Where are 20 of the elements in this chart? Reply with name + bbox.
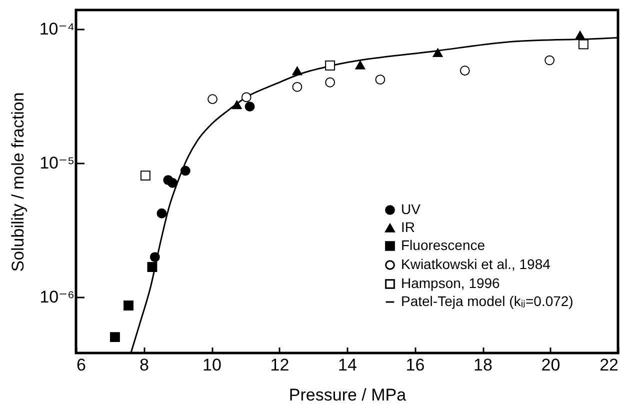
x-tick-label: 6 xyxy=(76,356,86,374)
y-tick-label: 10⁻⁵ xyxy=(40,153,74,172)
y-tick-label: 10⁻⁶ xyxy=(40,287,74,306)
legend-label: IR xyxy=(401,219,415,235)
legend-label: Patel-Teja model (kᵢⱼ=0.072) xyxy=(401,293,574,309)
x-tick-label: 16 xyxy=(406,356,425,374)
x-tick-label: 8 xyxy=(140,356,149,374)
x-tick-label: 18 xyxy=(474,356,492,374)
legend-label: UV xyxy=(401,201,422,217)
y-tick-label: 10⁻⁴ xyxy=(39,20,74,39)
legend-label: Fluorescence xyxy=(401,237,486,253)
legend-label: Hampson, 1996 xyxy=(401,275,500,291)
x-tick-label: 14 xyxy=(338,356,357,374)
x-tick-label: 10 xyxy=(202,356,222,374)
legend-label: Kwiatkowski et al., 1984 xyxy=(401,256,551,272)
x-axis-title: Pressure / MPa xyxy=(288,386,407,404)
y-axis-title: Solubility / mole fraction xyxy=(8,92,28,272)
x-tick-label: 12 xyxy=(270,356,290,374)
x-tick-label: 20 xyxy=(541,356,560,374)
x-tick-label: 22 xyxy=(600,356,618,374)
